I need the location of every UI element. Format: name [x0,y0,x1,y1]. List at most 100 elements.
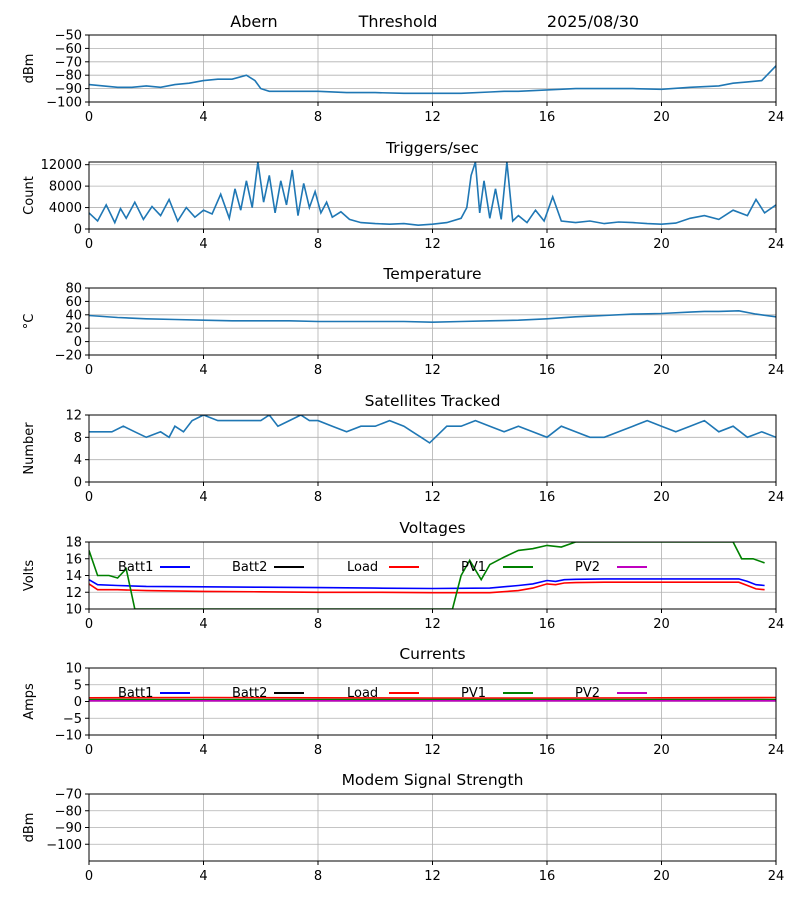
y-tick-label: −20 [55,349,82,364]
x-tick-label: 0 [85,617,93,632]
x-tick-label: 0 [85,237,93,252]
x-tick-label: 0 [85,110,93,125]
y-tick-label: 4 [74,453,82,468]
legend-label: Load [347,686,378,701]
x-tick-label: 16 [539,363,556,378]
y-tick-label: 60 [65,295,82,310]
y-axis-label: Volts [22,560,37,592]
x-tick-label: 8 [314,237,322,252]
series-line-1 [89,162,776,227]
y-tick-label: 0 [74,476,82,491]
y-tick-label: 10 [65,662,82,677]
series-line-Load [89,696,776,699]
series-line-3 [89,415,776,444]
x-tick-label: 12 [424,110,441,125]
y-tick-label: 8 [74,431,82,446]
header-date: 2025/08/30 [547,12,639,31]
legend-label: PV2 [575,686,600,701]
x-tick-label: 12 [424,617,441,632]
series-line-Batt1 [89,578,765,590]
y-tick-label: 0 [74,223,82,238]
chart-panel-3: 0 4 8 12 16 20 24 0 4 8 12 Satellites Tracked Number [22,392,784,505]
y-tick-label: 40 [65,308,82,323]
x-tick-label: 20 [653,869,670,884]
y-axis-label: Amps [22,683,37,720]
x-tick-label: 16 [539,490,556,505]
x-tick-label: 16 [539,110,556,125]
x-tick-label: 24 [768,869,785,884]
y-tick-label: −80 [55,69,82,84]
x-tick-label: 24 [768,617,785,632]
y-tick-label: −5 [63,712,82,727]
x-tick-label: 8 [314,869,322,884]
y-tick-label: 18 [65,536,82,551]
y-tick-label: 4000 [49,201,82,216]
x-tick-label: 8 [314,617,322,632]
x-tick-label: 16 [539,743,556,758]
y-tick-label: 16 [65,552,82,567]
x-tick-label: 20 [653,743,670,758]
x-tick-label: 16 [539,617,556,632]
x-tick-label: 24 [768,363,785,378]
legend-label: Load [347,560,378,575]
x-tick-label: 20 [653,490,670,505]
y-tick-label: 14 [65,569,82,584]
y-tick-label: −10 [55,729,82,744]
x-tick-label: 12 [424,363,441,378]
x-tick-label: 4 [199,869,207,884]
y-tick-label: −70 [55,55,82,70]
chart-panel-0: 0 4 8 12 16 20 24 −100−90−80−70−60−50 dBm [22,29,784,126]
x-tick-label: 24 [768,743,785,758]
x-tick-label: 4 [199,743,207,758]
chart-title: Triggers/sec [385,139,479,157]
legend-label: Batt1 [118,686,153,701]
chart-panel-1: 0 4 8 12 16 20 24 0 4000 8000 12000 Triggers/sec Cou… [22,139,784,252]
x-tick-label: 0 [85,363,93,378]
legend-label: Batt2 [232,686,267,701]
x-tick-label: 8 [314,743,322,758]
chart-title: Currents [399,645,465,663]
chart-title: Modem Signal Strength [342,771,524,789]
x-tick-label: 12 [424,869,441,884]
x-tick-label: 16 [539,237,556,252]
legend-label: Batt1 [118,560,153,575]
series-line-PV1 [89,542,765,609]
x-tick-label: 12 [424,743,441,758]
y-tick-label: −90 [55,82,82,97]
x-tick-label: 0 [85,869,93,884]
chart-title: Voltages [399,519,465,537]
x-tick-label: 16 [539,869,556,884]
legend-label: PV1 [461,686,486,701]
x-tick-label: 4 [199,363,207,378]
chart-title: Temperature [382,265,481,283]
x-tick-label: 0 [85,490,93,505]
chart-title: Satellites Tracked [365,392,501,410]
header-station: Abern [230,12,277,31]
series-line-2 [89,309,776,324]
y-tick-label: 8000 [49,180,82,195]
y-tick-label: 12 [65,586,82,601]
legend-label: PV1 [461,560,486,575]
y-tick-label: 20 [65,322,82,337]
x-tick-label: 4 [199,237,207,252]
x-tick-label: 24 [768,237,785,252]
legend-label: Batt2 [232,560,267,575]
legend-label: PV2 [575,560,600,575]
x-tick-label: 20 [653,617,670,632]
y-axis-label: dBm [22,813,37,843]
x-tick-label: 12 [424,237,441,252]
series-line-0 [89,65,776,95]
y-tick-label: 10 [65,603,82,618]
x-tick-label: 12 [424,490,441,505]
x-tick-label: 8 [314,110,322,125]
y-axis-label: °C [22,314,37,330]
y-tick-label: −50 [55,29,82,44]
header-label: Threshold [358,12,438,31]
x-tick-label: 0 [85,743,93,758]
y-tick-label: −60 [55,42,82,57]
x-tick-label: 24 [768,110,785,125]
y-tick-label: −70 [55,788,82,803]
